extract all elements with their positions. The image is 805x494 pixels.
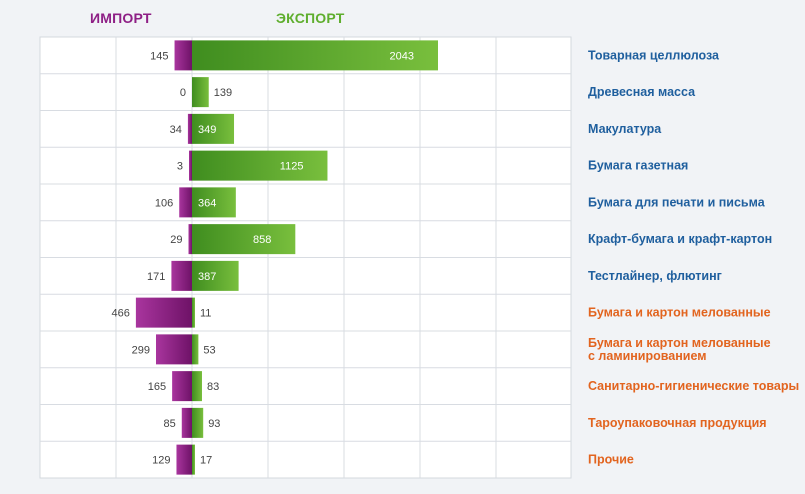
category-label: Бумага для печати и письма	[588, 195, 766, 209]
bar-export	[192, 407, 204, 438]
bar-export	[192, 334, 199, 365]
value-label-import: 85	[164, 418, 176, 430]
category-label: Бумага и картон мелованные	[588, 306, 771, 320]
bar-import	[174, 40, 192, 71]
category-label: Тароупаковочная продукция	[588, 416, 767, 430]
category-label: Прочие	[588, 453, 634, 467]
value-label-import: 165	[148, 381, 166, 393]
bar-export	[192, 224, 296, 255]
value-label-import: 34	[170, 124, 182, 136]
value-label-export: 349	[198, 124, 216, 136]
category-label: Древесная масса	[588, 85, 696, 99]
category-label: Бумага газетная	[588, 159, 688, 173]
bar-import	[179, 187, 192, 218]
bar-export	[192, 77, 209, 108]
value-label-export: 1125	[280, 161, 304, 173]
bar-import	[181, 407, 192, 438]
category-label: Крафт-бумага и крафт-картон	[588, 232, 772, 246]
bar-export	[192, 260, 239, 291]
value-label-import: 466	[112, 308, 130, 320]
value-label-export: 387	[198, 271, 216, 283]
value-label-export: 364	[198, 197, 216, 209]
category-label: Макулатура	[588, 122, 662, 136]
bar-export	[192, 40, 438, 71]
legend-import: ИМПОРТ	[90, 10, 152, 26]
value-label-export: 858	[253, 234, 271, 246]
bar-export	[192, 371, 202, 402]
bar-import	[155, 334, 192, 365]
value-label-import: 106	[155, 197, 173, 209]
value-label-export: 2043	[390, 50, 414, 62]
bar-import	[172, 371, 192, 402]
category-label: Товарная целлюлоза	[588, 48, 720, 62]
value-label-export: 11	[200, 308, 211, 320]
bar-import	[176, 444, 192, 475]
bar-import	[187, 113, 192, 144]
bar-import	[188, 224, 192, 255]
value-label-export: 53	[203, 344, 215, 356]
bar-export	[192, 113, 235, 144]
bar-import	[171, 260, 192, 291]
value-label-export: 83	[207, 381, 219, 393]
value-label-import: 0	[180, 87, 186, 99]
bar-import	[135, 297, 192, 328]
value-label-export: 17	[200, 455, 212, 467]
value-label-export: 93	[208, 418, 220, 430]
bar-export	[192, 187, 236, 218]
value-label-import: 171	[147, 271, 165, 283]
category-label: Бумага и картон мелованные с ламинировани…	[588, 336, 771, 363]
category-label: Санитарно-гигиенические товары	[588, 379, 799, 393]
value-label-import: 29	[170, 234, 182, 246]
bar-export	[192, 444, 195, 475]
bar-import	[189, 150, 192, 181]
bar-export	[192, 297, 195, 328]
legend-export: ЭКСПОРТ	[276, 10, 345, 26]
value-label-import: 3	[177, 161, 183, 173]
value-label-import: 299	[132, 344, 150, 356]
value-label-export: 139	[214, 87, 232, 99]
category-label: Тестлайнер, флютинг	[588, 269, 722, 283]
value-label-import: 129	[152, 455, 170, 467]
bar-export	[192, 150, 328, 181]
value-label-import: 145	[150, 50, 168, 62]
